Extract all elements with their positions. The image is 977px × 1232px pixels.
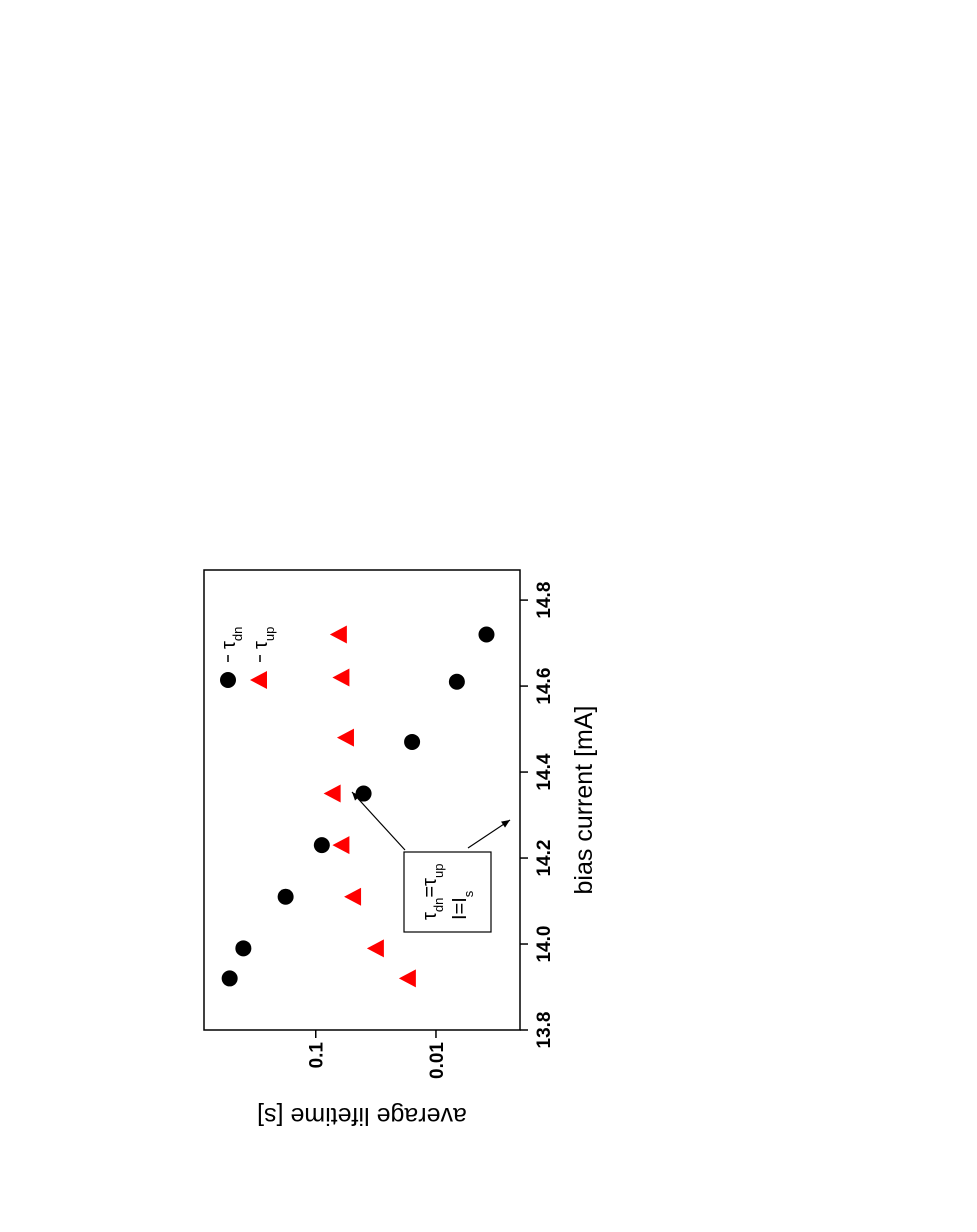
y-tick-label: 0.01 xyxy=(427,1042,448,1079)
point xyxy=(329,625,347,644)
annotation-text: =τ xyxy=(419,878,441,898)
plot-area: 13.8 14.0 14.2 14.4 14.6 14.8 0.1 0.01 bias curr… xyxy=(203,569,598,1130)
x-tick-label: 14.8 xyxy=(534,582,555,619)
x-tick-label: 14.6 xyxy=(534,668,555,705)
point xyxy=(336,728,354,747)
point xyxy=(355,785,372,802)
point xyxy=(344,887,362,906)
point xyxy=(323,784,341,803)
point xyxy=(398,969,416,988)
x-axis-title: bias current [mA] xyxy=(570,706,598,895)
point xyxy=(404,733,421,750)
point xyxy=(332,836,350,855)
legend-label: τup xyxy=(250,627,277,649)
legend-marker xyxy=(250,671,267,689)
arrow xyxy=(351,791,406,851)
point xyxy=(221,970,238,987)
point xyxy=(313,837,330,854)
point xyxy=(478,626,495,643)
point xyxy=(366,939,384,958)
annotation-text: I=I xyxy=(449,897,471,920)
annotation-sub: s xyxy=(461,890,476,897)
annotation: I=Is xyxy=(449,890,476,920)
plot-frame xyxy=(203,569,521,1031)
y-tick-label: 0.1 xyxy=(307,1042,328,1069)
legend-name: τ xyxy=(218,641,240,649)
point xyxy=(235,940,252,957)
x-tick-label: 14.4 xyxy=(534,753,555,790)
legend-name: τ xyxy=(250,641,272,649)
legend-label: τdn xyxy=(218,627,245,649)
annotation-box xyxy=(403,851,492,933)
x-tick-label: 14.0 xyxy=(534,926,555,963)
y-axis-title: average lifetime [s] xyxy=(257,1102,467,1130)
annotation-sub: up xyxy=(431,864,446,878)
annotation: τdn=τup xyxy=(419,864,446,920)
x-tick-label: 14.2 xyxy=(534,840,555,877)
point xyxy=(277,888,294,905)
annotation-text: τ xyxy=(419,912,441,920)
annotation-sub: dn xyxy=(431,898,446,912)
point xyxy=(332,668,350,687)
arrow xyxy=(467,819,511,849)
legend-sub: up xyxy=(262,627,277,641)
point xyxy=(448,673,465,690)
legend-marker xyxy=(220,672,236,688)
x-tick-label: 13.8 xyxy=(534,1012,555,1049)
legend-sub: dn xyxy=(230,627,245,641)
